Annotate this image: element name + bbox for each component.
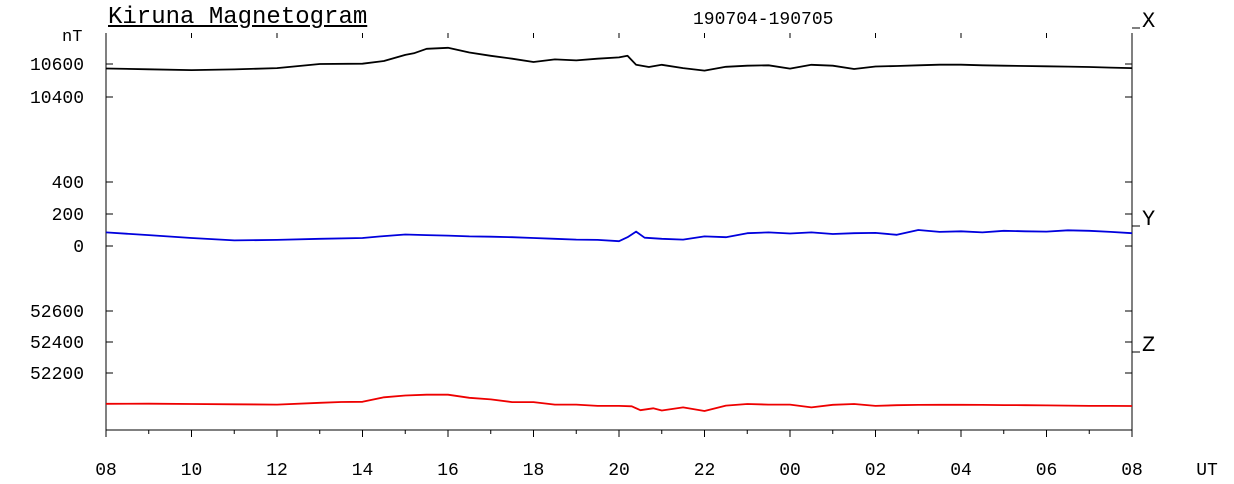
x-tick-label: 22 bbox=[694, 461, 716, 481]
x-tick-labels: 08 10 12 14 16 18 20 22 00 02 04 06 08 UT bbox=[95, 461, 1218, 481]
x-tick-label: 12 bbox=[266, 461, 288, 481]
y-tick-label: 200 bbox=[52, 206, 84, 226]
x-tick-label: 16 bbox=[437, 461, 459, 481]
component-label-x: X bbox=[1142, 9, 1155, 34]
x-tick-label: 18 bbox=[523, 461, 545, 481]
x-tick-label: 00 bbox=[779, 461, 801, 481]
y-tick-label: 10600 bbox=[30, 56, 84, 76]
x-tick-label: 06 bbox=[1036, 461, 1058, 481]
x-unit-label: UT bbox=[1196, 461, 1218, 481]
unit-label: nT bbox=[62, 28, 83, 47]
x-tick-label: 08 bbox=[1121, 461, 1143, 481]
date-range-label: 190704-190705 bbox=[693, 10, 834, 30]
series-line-z bbox=[105, 393, 1133, 412]
x-tick-label: 04 bbox=[950, 461, 972, 481]
component-label-y: Y bbox=[1142, 207, 1155, 232]
chart-title: Kiruna Magnetogram bbox=[108, 4, 368, 31]
x-tick-label: 10 bbox=[181, 461, 203, 481]
component-labels: X Y Z bbox=[1142, 9, 1155, 358]
y-tick-label: 0 bbox=[73, 238, 84, 258]
y-tick-labels: 10400 10600 0 200 400 52200 52400 52600 bbox=[30, 56, 84, 385]
axis-ticks bbox=[105, 27, 1140, 437]
y-tick-label: 400 bbox=[52, 174, 84, 194]
series-lines bbox=[105, 46, 1133, 412]
x-tick-label: 20 bbox=[608, 461, 630, 481]
y-tick-label: 52400 bbox=[30, 334, 84, 354]
component-label-z: Z bbox=[1142, 333, 1155, 358]
y-tick-label: 52200 bbox=[30, 365, 84, 385]
series-line-x bbox=[105, 46, 1133, 72]
x-tick-label: 02 bbox=[865, 461, 887, 481]
y-tick-label: 52600 bbox=[30, 303, 84, 323]
series-line-y bbox=[105, 229, 1133, 243]
y-tick-label: 10400 bbox=[30, 89, 84, 109]
x-tick-label: 08 bbox=[95, 461, 117, 481]
x-tick-label: 14 bbox=[352, 461, 374, 481]
